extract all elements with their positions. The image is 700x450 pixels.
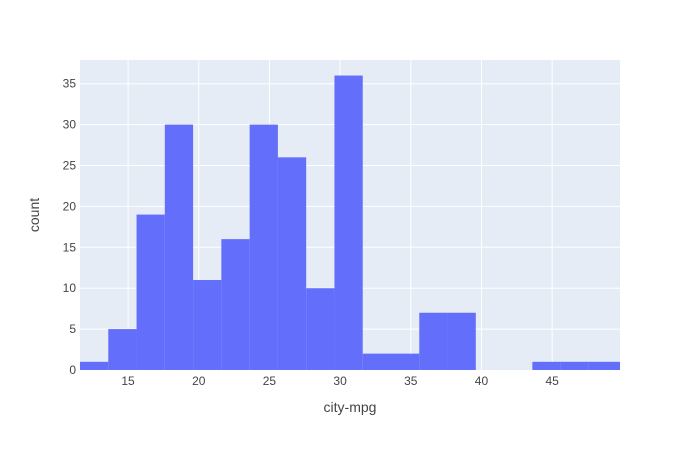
- y-tick-label: 25: [63, 159, 77, 173]
- x-axis-title: city-mpg: [324, 399, 377, 415]
- histogram-bar: [249, 124, 278, 370]
- y-tick-label: 15: [63, 240, 77, 254]
- histogram-bar: [532, 361, 561, 370]
- y-tick-label: 30: [63, 118, 77, 132]
- histogram-bar: [306, 288, 335, 370]
- histogram-bar: [447, 312, 476, 370]
- y-tick-label: 20: [63, 199, 77, 213]
- x-tick-label: 15: [121, 374, 135, 388]
- histogram-bar: [136, 214, 165, 370]
- histogram-bar: [221, 239, 250, 370]
- y-tick-labels: 0 5 10 15 20 25 30 35: [63, 77, 77, 377]
- histogram-bar: [108, 329, 137, 370]
- histogram-bar: [560, 361, 589, 370]
- x-tick-label: 25: [263, 374, 277, 388]
- y-axis-title: count: [26, 198, 42, 232]
- y-tick-label: 10: [63, 281, 77, 295]
- histogram-bar: [419, 312, 448, 370]
- histogram-bar: [164, 124, 194, 370]
- histogram-bar: [334, 75, 363, 370]
- x-tick-label: 40: [475, 374, 489, 388]
- histogram-bar: [362, 353, 391, 370]
- x-tick-label: 20: [192, 374, 206, 388]
- histogram-bar: [588, 361, 620, 370]
- histogram-bar: [277, 157, 307, 370]
- x-tick-labels: 15 20 25 30 35 40 45: [121, 374, 559, 388]
- x-tick-label: 30: [333, 374, 347, 388]
- y-tick-label: 5: [69, 322, 76, 336]
- x-tick-label: 45: [545, 374, 559, 388]
- histogram-bar: [193, 280, 222, 370]
- bars: [80, 75, 620, 370]
- histogram-bar: [80, 361, 109, 370]
- y-tick-label: 35: [63, 77, 77, 91]
- y-tick-label: 0: [69, 363, 76, 377]
- x-tick-label: 35: [404, 374, 418, 388]
- histogram-bar: [390, 353, 420, 370]
